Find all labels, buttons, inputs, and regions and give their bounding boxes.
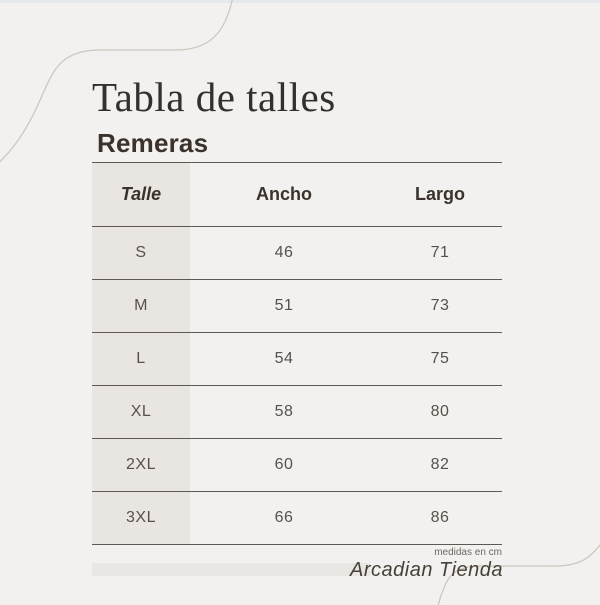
ancho-cell: 60 [274,456,294,473]
largo-cell: 80 [430,403,450,420]
column-header-talle: Talle [92,162,190,227]
table-row-m: M 51 73 [92,279,502,333]
ancho-cell: 58 [274,403,294,420]
measure-unit-note: medidas en cm [434,547,502,558]
ancho-cell: 66 [274,509,294,526]
bottom-accent-bar [92,563,370,576]
table-row-xl: XL 58 80 [92,385,502,439]
size-table: Talle Ancho Largo S 46 71 M 51 73 L 54 7… [92,162,502,545]
largo-cell: 86 [430,509,450,526]
table-row-l: L 54 75 [92,332,502,386]
size-cell: XL [92,385,190,439]
ancho-cell: 46 [274,244,294,261]
column-header-largo: Largo [414,184,465,204]
size-cell: L [92,332,190,386]
largo-cell: 82 [430,456,450,473]
table-row-3xl: 3XL 66 86 [92,491,502,545]
largo-cell: 75 [430,350,450,367]
top-edge-strip [0,0,600,3]
table-row-s: S 46 71 [92,226,502,280]
size-cell: S [92,226,190,280]
size-cell: M [92,279,190,333]
table-row-2xl: 2XL 60 82 [92,438,502,492]
largo-cell: 71 [430,244,450,261]
page-title: Tabla de talles [92,74,336,120]
size-cell: 3XL [92,491,190,545]
table-header-row: Talle Ancho Largo [92,162,502,227]
ancho-cell: 54 [274,350,294,367]
ancho-cell: 51 [274,297,294,314]
brand-name: Arcadian Tienda [350,559,503,581]
size-cell: 2XL [92,438,190,492]
largo-cell: 73 [430,297,450,314]
page-subtitle: Remeras [97,128,209,158]
column-header-ancho: Ancho [256,184,312,204]
